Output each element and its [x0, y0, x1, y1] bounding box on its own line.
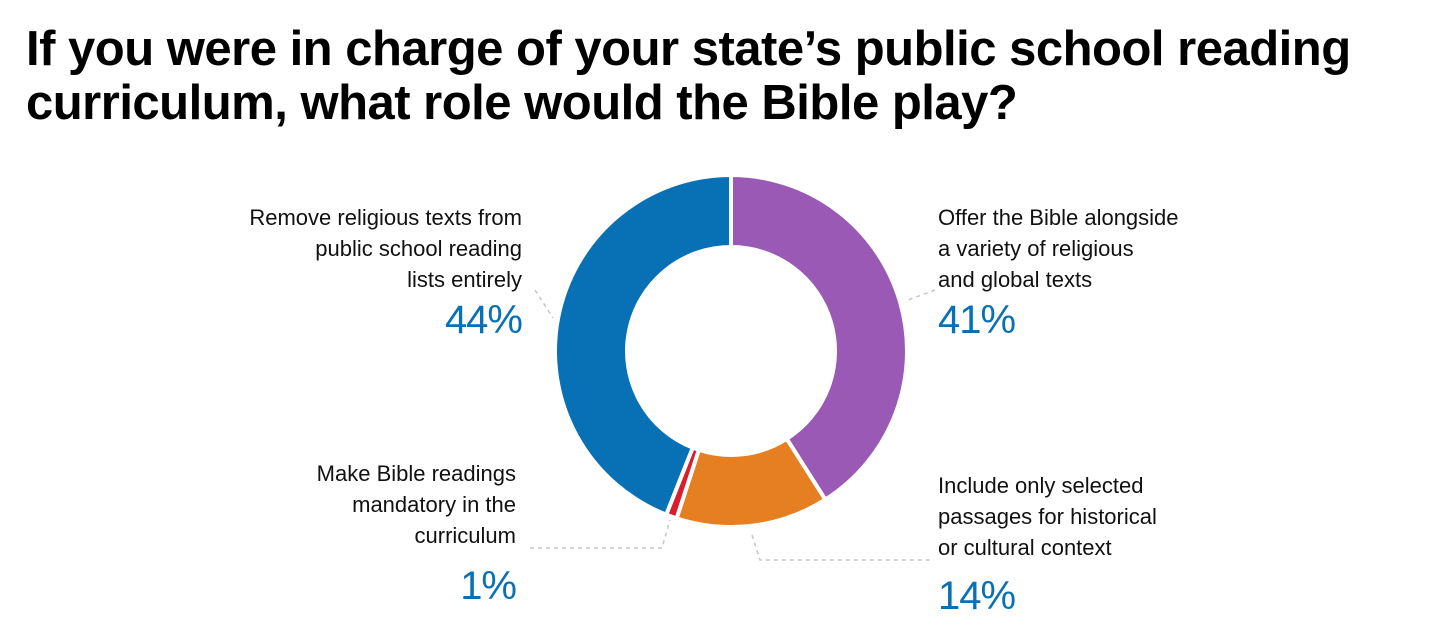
leader-offer	[907, 289, 936, 301]
label-include-text: Include only selected passages for histo…	[938, 473, 1157, 560]
slice-remove	[553, 173, 733, 517]
chart-title: If you were in charge of your state’s pu…	[26, 22, 1351, 130]
label-remove-value: 44%	[444, 298, 523, 342]
leader-mandatory	[530, 519, 671, 549]
leader-include	[751, 534, 930, 561]
label-offer-text: Offer the Bible alongside a variety of r…	[938, 205, 1179, 292]
label-include: Include only selected passages for histo…	[938, 470, 1157, 619]
label-mandatory: Make Bible readings mandatory in the cur…	[316, 458, 517, 609]
label-include-value: 14%	[938, 574, 1016, 618]
label-offer-value: 41%	[938, 298, 1016, 342]
slice-offer	[729, 173, 909, 502]
leader-remove	[534, 289, 554, 319]
label-remove-text: Remove religious texts from public schoo…	[249, 205, 522, 292]
label-offer: Offer the Bible alongside a variety of r…	[938, 202, 1179, 343]
label-remove: Remove religious texts from public schoo…	[249, 202, 523, 343]
label-mandatory-text: Make Bible readings mandatory in the cur…	[316, 461, 516, 548]
label-mandatory-value: 1%	[460, 564, 517, 608]
